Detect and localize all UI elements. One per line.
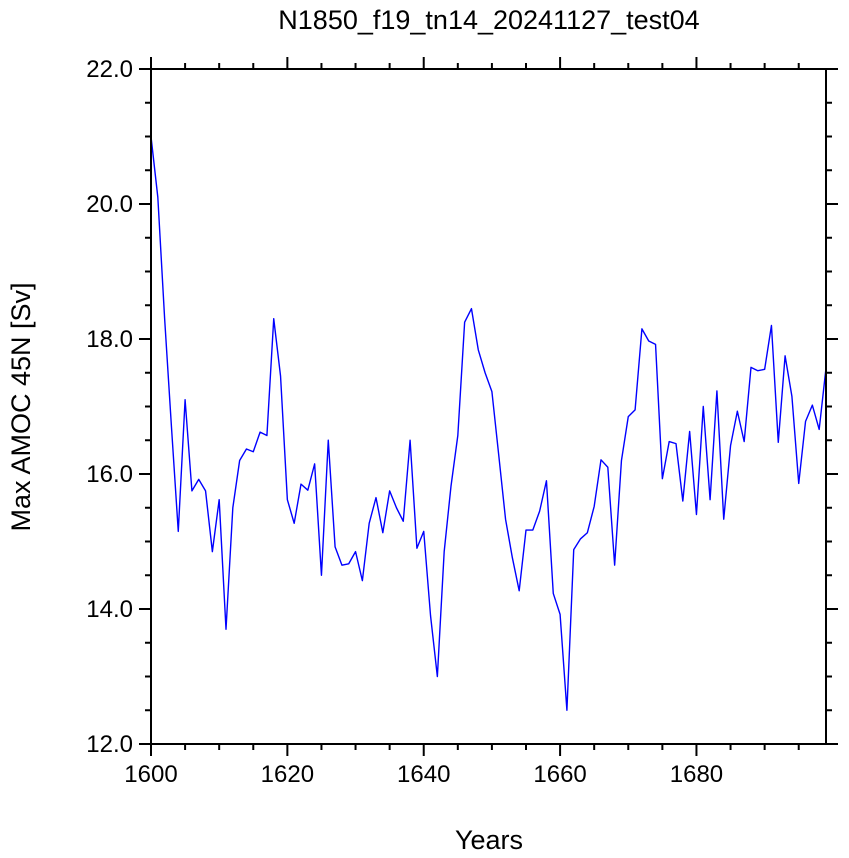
y-axis-label: Max AMOC 45N [Sv] xyxy=(6,282,36,531)
plot-frame xyxy=(150,68,827,745)
x-tick-label: 1660 xyxy=(533,761,586,788)
series-layer xyxy=(150,136,827,711)
amoc-series-line xyxy=(150,136,827,711)
axis-ticks xyxy=(139,57,838,756)
y-tick-label: 14.0 xyxy=(86,596,133,623)
x-tick-label: 1680 xyxy=(670,761,723,788)
y-tick-label: 22.0 xyxy=(86,56,133,83)
y-tick-label: 18.0 xyxy=(86,326,133,353)
y-tick-label: 20.0 xyxy=(86,191,133,218)
y-tick-label: 16.0 xyxy=(86,461,133,488)
x-tick-label: 1640 xyxy=(397,761,450,788)
tick-labels: 1600 1620 1640 1660 1680 12.0 14.0 16.0 18.0 20.0… xyxy=(86,56,723,788)
x-tick-label: 1600 xyxy=(124,761,177,788)
chart-title: N1850_f19_tn14_20241127_test04 xyxy=(278,5,699,35)
y-tick-label: 12.0 xyxy=(86,731,133,758)
x-axis-label: Years xyxy=(455,825,523,855)
x-tick-label: 1620 xyxy=(261,761,314,788)
